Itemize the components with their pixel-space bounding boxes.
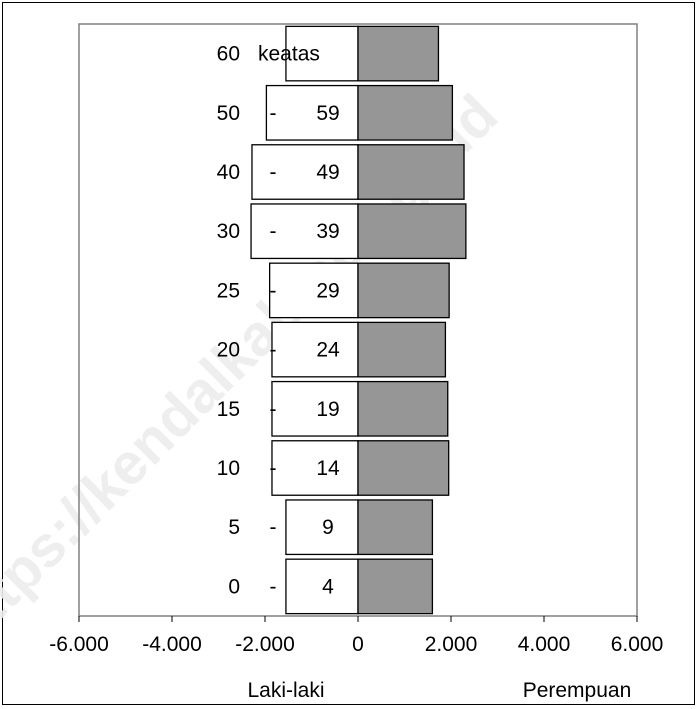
age-label-dash: - [270,279,277,302]
age-label-start: 10 [217,457,240,480]
bar-female-0 [357,558,434,615]
age-label-start: 25 [217,279,240,302]
x-axis-label-female: Perempuan [523,679,632,702]
bar-female-30 [357,203,467,260]
x-tick-label: 2.000 [425,633,478,656]
age-label-dash: - [270,102,277,125]
age-label-dash: - [270,220,277,243]
age-label-end: keatas [258,43,320,66]
x-tick-label: -2.000 [235,633,295,656]
age-label-end: 9 [322,516,334,539]
age-label-end: 29 [316,279,339,302]
age-label-dash: - [270,339,277,362]
bar-female-40 [357,144,465,200]
x-axis-labels: Laki-laki Perempuan [247,679,631,702]
age-label-start: 20 [217,339,240,362]
age-label-dash: - [270,457,277,480]
age-label-start: 15 [217,398,240,421]
x-tick-label: 0 [352,633,364,656]
age-label-start: 50 [217,102,240,125]
age-label-end: 59 [316,102,339,125]
age-label-dash: - [270,161,277,184]
x-axis: -6.000 -4.000 -2.000 0 2.000 4.000 6.000 [49,616,663,656]
bar-male-50 [265,84,359,141]
bar-female-25 [357,262,450,319]
x-tick-label: -6.000 [49,633,109,656]
age-label-end: 19 [316,398,339,421]
bar-female-10 [357,440,450,496]
x-tick-label: -4.000 [142,633,202,656]
bar-female-60 [357,25,440,82]
age-label-start: 0 [228,575,240,598]
age-label-dash: - [270,575,277,598]
bar-male-20 [271,321,359,378]
age-label-end: 14 [316,457,340,480]
age-label-end: 39 [316,220,339,243]
bar-female-20 [357,321,447,378]
age-label-start: 60 [217,43,240,66]
bar-female-15 [357,380,449,437]
bar-female-5 [357,499,434,556]
bars-group [250,25,467,615]
bar-male-0 [285,558,359,615]
bar-male-15 [271,380,359,437]
age-label-start: 40 [217,161,240,184]
x-tick-label: 6.000 [611,633,664,656]
age-label-end: 4 [322,575,334,598]
age-label-dash: - [270,398,277,421]
x-axis-label-male: Laki-laki [247,679,324,702]
bar-male-5 [285,499,359,556]
age-label-end: 24 [316,339,340,362]
age-label-start: 5 [228,516,240,539]
age-labels-group: 0 - 4 5 - 9 10 - 14 15 - 19 20 - 24 25 - 29 30 - 39 40 - 49 50 - 5… [217,43,340,599]
bar-male-40 [251,144,359,200]
age-label-start: 30 [217,220,240,243]
bar-male-25 [268,262,359,319]
bar-female-50 [357,84,454,141]
bar-male-60 [285,25,359,82]
age-label-dash: - [270,516,277,539]
bar-male-10 [271,440,359,496]
bar-male-30 [250,203,359,260]
x-tick-label: 4.000 [518,633,571,656]
age-label-end: 49 [316,161,339,184]
